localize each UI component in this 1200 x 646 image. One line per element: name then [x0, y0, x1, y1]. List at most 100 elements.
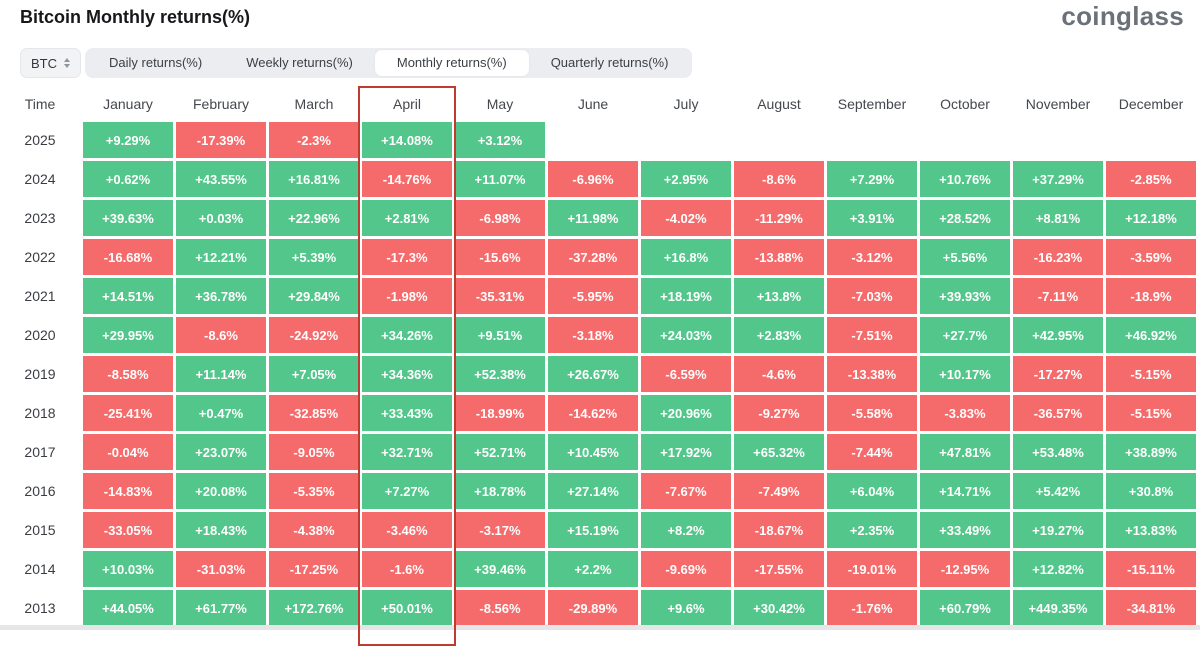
return-cell-2025-october	[920, 122, 1010, 158]
return-cell-2022-october: +5.56%	[920, 239, 1010, 275]
return-cell-2024-may: +11.07%	[455, 161, 545, 197]
column-header-time: Time	[24, 95, 56, 112]
return-cell-2021-july: +18.19%	[641, 278, 731, 314]
return-cell-2017-march: -9.05%	[269, 434, 359, 470]
return-cell-2019-may: +52.38%	[455, 356, 545, 392]
return-cell-2016-august: -7.49%	[734, 473, 824, 509]
return-cell-2016-december: +30.8%	[1106, 473, 1196, 509]
tab-weekly-returns[interactable]: Weekly returns(%)	[224, 50, 375, 76]
year-label-2017: 2017	[24, 444, 56, 460]
return-cell-2025-june	[548, 122, 638, 158]
return-cell-2014-july: -9.69%	[641, 551, 731, 587]
return-cell-2015-february: +18.43%	[176, 512, 266, 548]
return-cell-2024-june: -6.96%	[548, 161, 638, 197]
return-cell-2013-july: +9.6%	[641, 590, 731, 626]
return-cell-2024-february: +43.55%	[176, 161, 266, 197]
return-cell-2017-february: +23.07%	[176, 434, 266, 470]
return-cell-2017-june: +10.45%	[548, 434, 638, 470]
return-cell-2017-december: +38.89%	[1106, 434, 1196, 470]
symbol-select[interactable]: BTC	[20, 48, 81, 78]
return-cell-2014-november: +12.82%	[1013, 551, 1103, 587]
return-cell-2019-april: +34.36%	[362, 356, 452, 392]
return-cell-2025-may: +3.12%	[455, 122, 545, 158]
year-label-2022: 2022	[24, 249, 56, 265]
return-cell-2017-october: +47.81%	[920, 434, 1010, 470]
return-cell-2022-january: -16.68%	[83, 239, 173, 275]
return-cell-2022-july: +16.8%	[641, 239, 731, 275]
return-cell-2013-august: +30.42%	[734, 590, 824, 626]
year-label-2013: 2013	[24, 600, 56, 616]
return-cell-2022-december: -3.59%	[1106, 239, 1196, 275]
return-cell-2025-december	[1106, 122, 1196, 158]
year-label-2016: 2016	[24, 483, 56, 499]
return-cell-2025-march: -2.3%	[269, 122, 359, 158]
return-cell-2022-april: -17.3%	[362, 239, 452, 275]
column-header-january: January	[103, 95, 153, 112]
column-header-october: October	[940, 95, 990, 112]
return-cell-2021-january: +14.51%	[83, 278, 173, 314]
tab-daily-returns[interactable]: Daily returns(%)	[87, 50, 224, 76]
return-cell-2023-september: +3.91%	[827, 200, 917, 236]
return-cell-2018-january: -25.41%	[83, 395, 173, 431]
coinglass-logo: coinglass	[1061, 1, 1184, 31]
return-cell-2020-october: +27.7%	[920, 317, 1010, 353]
return-cell-2023-december: +12.18%	[1106, 200, 1196, 236]
return-cell-2015-may: -3.17%	[455, 512, 545, 548]
return-cell-2016-april: +7.27%	[362, 473, 452, 509]
return-cell-2015-july: +8.2%	[641, 512, 731, 548]
return-cell-2014-october: -12.95%	[920, 551, 1010, 587]
return-cell-2016-september: +6.04%	[827, 473, 917, 509]
return-cell-2022-september: -3.12%	[827, 239, 917, 275]
return-cell-2016-july: -7.67%	[641, 473, 731, 509]
return-cell-2023-march: +22.96%	[269, 200, 359, 236]
return-cell-2018-april: +33.43%	[362, 395, 452, 431]
return-cell-2018-may: -18.99%	[455, 395, 545, 431]
return-cell-2023-april: +2.81%	[362, 200, 452, 236]
page-title: Bitcoin Monthly returns(%)	[20, 7, 250, 27]
return-cell-2019-october: +10.17%	[920, 356, 1010, 392]
return-cell-2014-september: -19.01%	[827, 551, 917, 587]
return-cell-2020-may: +9.51%	[455, 317, 545, 353]
year-label-2025: 2025	[24, 132, 56, 148]
return-cell-2021-september: -7.03%	[827, 278, 917, 314]
year-label-2021: 2021	[24, 288, 56, 304]
return-cell-2016-february: +20.08%	[176, 473, 266, 509]
return-cell-2023-october: +28.52%	[920, 200, 1010, 236]
column-header-april: April	[392, 95, 421, 112]
return-cell-2025-july	[641, 122, 731, 158]
return-cell-2019-january: -8.58%	[83, 356, 173, 392]
tab-monthly-returns[interactable]: Monthly returns(%)	[374, 50, 529, 76]
return-cell-2018-june: -14.62%	[548, 395, 638, 431]
return-cell-2015-december: +13.83%	[1106, 512, 1196, 548]
return-cell-2023-august: -11.29%	[734, 200, 824, 236]
return-cell-2021-june: -5.95%	[548, 278, 638, 314]
return-cell-2013-november: +449.35%	[1013, 590, 1103, 626]
return-cell-2019-december: -5.15%	[1106, 356, 1196, 392]
return-cell-2020-august: +2.83%	[734, 317, 824, 353]
return-cell-2015-june: +15.19%	[548, 512, 638, 548]
return-cell-2023-may: -6.98%	[455, 200, 545, 236]
return-cell-2021-february: +36.78%	[176, 278, 266, 314]
return-cell-2021-march: +29.84%	[269, 278, 359, 314]
return-cell-2019-september: -13.38%	[827, 356, 917, 392]
horizontal-scrollbar-track[interactable]	[0, 625, 1200, 630]
return-cell-2022-february: +12.21%	[176, 239, 266, 275]
return-cell-2014-may: +39.46%	[455, 551, 545, 587]
return-cell-2021-november: -7.11%	[1013, 278, 1103, 314]
return-cell-2021-august: +13.8%	[734, 278, 824, 314]
return-cell-2019-november: -17.27%	[1013, 356, 1103, 392]
year-label-2019: 2019	[24, 366, 56, 382]
return-cell-2023-july: -4.02%	[641, 200, 731, 236]
return-cell-2016-november: +5.42%	[1013, 473, 1103, 509]
year-label-2024: 2024	[24, 171, 56, 187]
return-cell-2013-january: +44.05%	[83, 590, 173, 626]
return-cell-2025-january: +9.29%	[83, 122, 173, 158]
return-cell-2017-september: -7.44%	[827, 434, 917, 470]
return-cell-2018-november: -36.57%	[1013, 395, 1103, 431]
tab-quarterly-returns[interactable]: Quarterly returns(%)	[529, 50, 691, 76]
return-cell-2017-july: +17.92%	[641, 434, 731, 470]
return-cell-2015-september: +2.35%	[827, 512, 917, 548]
column-header-september: September	[837, 95, 907, 112]
return-cell-2014-february: -31.03%	[176, 551, 266, 587]
return-cell-2017-may: +52.71%	[455, 434, 545, 470]
